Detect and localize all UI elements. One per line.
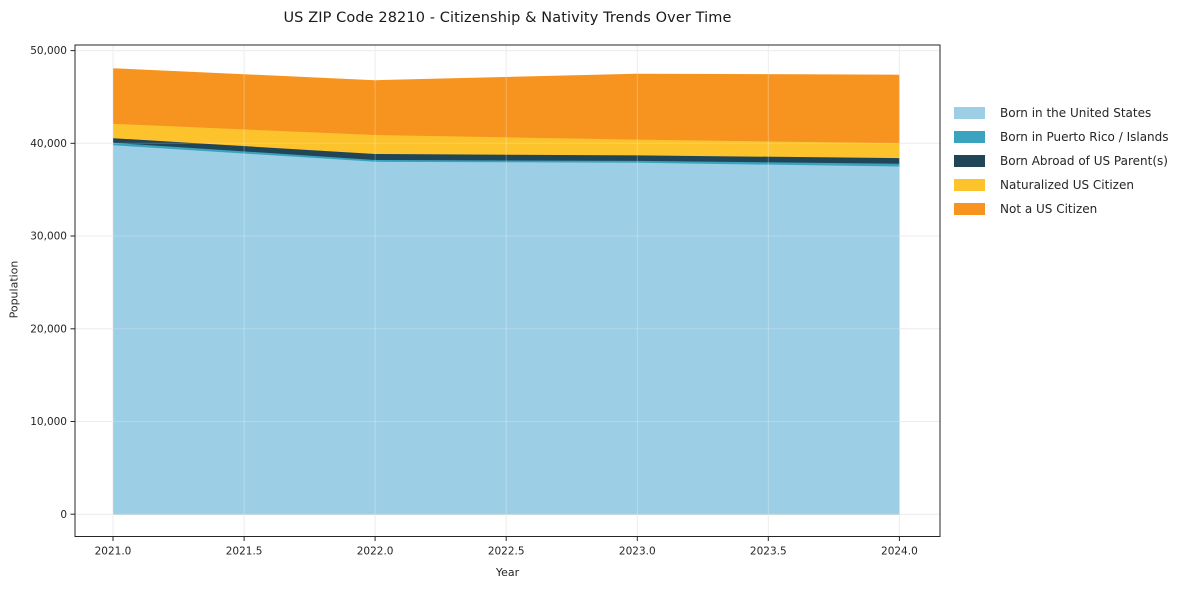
- legend-item: Born in Puerto Rico / Islands: [954, 125, 1169, 149]
- legend-item: Naturalized US Citizen: [954, 173, 1169, 197]
- x-axis-title: Year: [495, 566, 520, 579]
- x-tick-label: 2021.5: [226, 546, 263, 558]
- legend-item: Born in the United States: [954, 101, 1169, 125]
- x-tick-label: 2022.5: [488, 546, 525, 558]
- legend-swatch-icon: [954, 202, 985, 216]
- y-axis-title: Population: [7, 260, 21, 319]
- y-tick-label: 40,000: [30, 138, 67, 150]
- y-tick-label: 10,000: [30, 416, 67, 428]
- legend-label: Not a US Citizen: [1000, 202, 1098, 216]
- x-tick-label: 2021.0: [95, 546, 132, 558]
- legend-swatch-icon: [954, 178, 985, 192]
- legend-label: Born in the United States: [1000, 106, 1152, 120]
- x-tick-label: 2023.0: [619, 546, 656, 558]
- legend-swatch-icon: [954, 154, 985, 168]
- x-tick-label: 2023.5: [750, 546, 787, 558]
- chart-title: US ZIP Code 28210 - Citizenship & Nativi…: [283, 10, 732, 26]
- legend: Born in the United States Born in Puerto…: [954, 101, 1169, 221]
- legend-label: Naturalized US Citizen: [1000, 178, 1134, 192]
- axes-frame: [74, 44, 941, 537]
- area-born-in-the-united-states: [113, 145, 900, 515]
- x-tick-label: 2022.0: [357, 546, 394, 558]
- legend-swatch-icon: [954, 106, 985, 120]
- legend-swatch-icon: [954, 130, 985, 144]
- y-tick-label: 30,000: [30, 231, 67, 243]
- legend-label: Born Abroad of US Parent(s): [1000, 154, 1168, 168]
- x-tick-label: 2024.0: [881, 546, 918, 558]
- y-tick-label: 50,000: [30, 45, 67, 57]
- legend-label: Born in Puerto Rico / Islands: [1000, 130, 1169, 144]
- legend-item: Not a US Citizen: [954, 197, 1169, 221]
- y-tick-label: 20,000: [30, 323, 67, 335]
- legend-item: Born Abroad of US Parent(s): [954, 149, 1169, 173]
- y-tick-label: 0: [60, 509, 67, 521]
